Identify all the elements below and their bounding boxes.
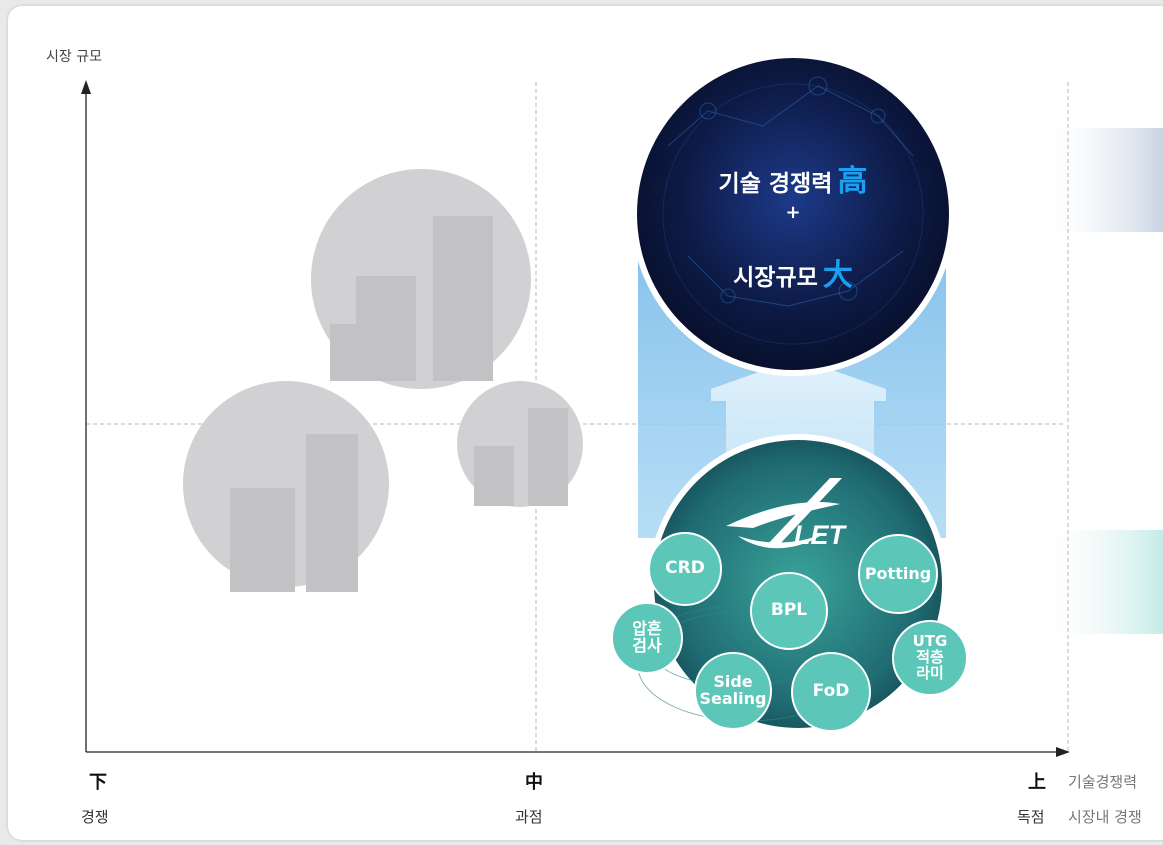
headline-plus: + — [785, 202, 801, 223]
product-bubble-bpl: BPL — [750, 572, 828, 650]
product-bubble-potting: Potting — [858, 534, 938, 614]
side-band-blue — [1038, 128, 1163, 232]
x-tick-high: 上 — [1028, 772, 1046, 793]
building-silhouette-3 — [474, 408, 568, 506]
product-bubble-fod: FoD — [791, 652, 871, 732]
let-logo-text: LET — [794, 520, 845, 550]
let-logo-mark — [726, 478, 842, 549]
y-axis-arrowhead — [81, 80, 91, 94]
product-bubble-utg: UTG 적층 라미 — [892, 620, 968, 696]
product-bubble-side-sealing: Side Sealing — [694, 652, 772, 730]
headline-circle — [637, 58, 949, 370]
headline-tech-text: 기술 경쟁력 — [718, 171, 833, 197]
headline-market-text: 시장규모 — [733, 265, 818, 291]
x-tick-high-sub: 독점 — [1017, 808, 1045, 826]
x-axis-label-tech: 기술경쟁력 — [1068, 773, 1138, 791]
network-lines — [662, 76, 924, 345]
x-tick-mid-sub: 과점 — [515, 808, 543, 826]
headline-line2: 시장규모 大 — [637, 250, 949, 294]
headline-line1: 기술 경쟁력 高 — [637, 156, 949, 200]
x-tick-low-sub: 경쟁 — [81, 808, 109, 826]
headline-high-mark: 高 — [837, 164, 868, 199]
x-axis-label-competition: 시장내 경쟁 — [1068, 808, 1142, 826]
building-silhouette-1 — [330, 216, 493, 381]
x-tick-mid: 中 — [525, 772, 543, 793]
diagram-card: 시장 규모 — [8, 6, 1163, 840]
x-tick-low: 下 — [89, 772, 107, 793]
side-band-teal — [1038, 530, 1163, 634]
y-axis-label: 시장 규모 — [46, 49, 102, 65]
building-silhouette-2 — [230, 434, 358, 592]
x-axis-arrowhead — [1056, 747, 1070, 757]
axes-svg — [81, 52, 1163, 757]
product-bubble-crd: CRD — [648, 532, 722, 606]
product-bubble-indent-inspection: 압흔 검사 — [611, 602, 683, 674]
headline-big-mark: 大 — [822, 258, 853, 293]
